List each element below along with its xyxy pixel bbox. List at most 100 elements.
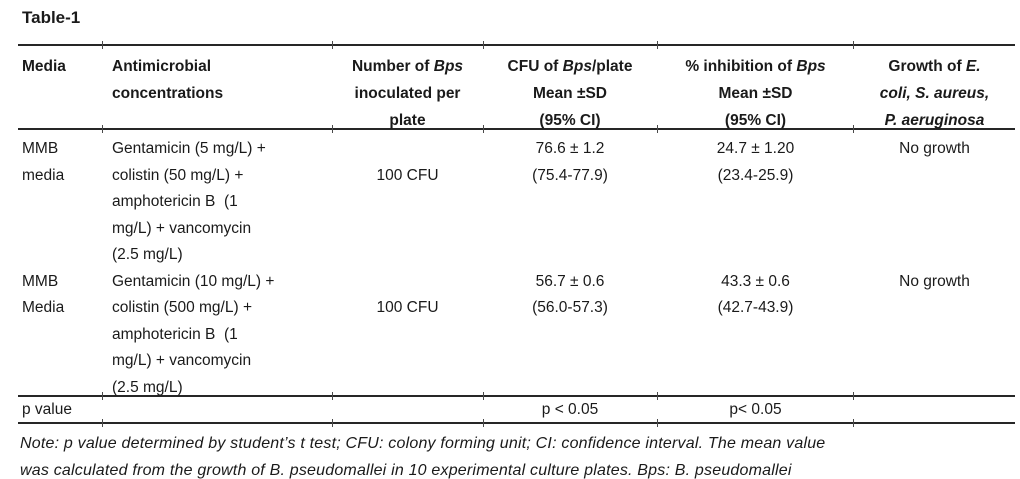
header-text-segment: CFU of xyxy=(507,58,563,75)
header-text: Growth of E. xyxy=(854,53,1015,80)
column-tick xyxy=(853,392,854,400)
column-tick xyxy=(853,125,854,133)
cell-empty xyxy=(102,397,332,423)
column-tick xyxy=(102,392,103,400)
cell-growth: No growth xyxy=(854,136,1015,269)
cell-text: colistin (500 mg/L) + xyxy=(112,299,252,316)
column-tick xyxy=(483,41,484,49)
header-text: plate xyxy=(389,112,426,129)
cell-text: 24.7 ± 1.20 xyxy=(716,140,795,157)
header-text: Mean ±SD xyxy=(533,85,607,102)
header-text-segment: /plate xyxy=(591,58,633,75)
cell-growth: No growth xyxy=(854,269,1015,402)
header-text: Number of Bps xyxy=(332,53,483,80)
cell-inoculum: 100 CFU xyxy=(332,136,483,269)
cell-empty xyxy=(854,397,1015,423)
header-text: Antimicrobial xyxy=(112,58,212,75)
header-cell-media: Media xyxy=(18,53,102,134)
cell-pvalue-label: p value xyxy=(18,397,102,423)
cell-text: (23.4-25.9) xyxy=(717,166,794,184)
cell-text: amphotericin B (1 xyxy=(112,193,238,210)
header-text-italic: Bps xyxy=(796,58,826,75)
cell-media: MMB Media xyxy=(18,269,102,402)
header-text: inoculated per xyxy=(354,85,461,102)
column-tick xyxy=(102,41,103,49)
cell-text: No growth xyxy=(899,272,970,290)
cell-inoculum: 100 CFU xyxy=(332,269,483,402)
cell-inhibition: 24.7 ± 1.20 (23.4-25.9) xyxy=(657,136,854,269)
cell-text: (75.4-77.9) xyxy=(532,166,608,184)
cell-text: 100 CFU xyxy=(376,166,439,184)
table-footnote: Note: p value determined by student’s t … xyxy=(20,430,1015,479)
header-cell-inhibition: % inhibition of Bps Mean ±SD (95% CI) xyxy=(657,53,854,134)
column-tick xyxy=(853,419,854,427)
header-text-segment: Number of xyxy=(351,58,434,75)
cell-concentrations: Gentamicin (10 mg/L) + colistin (500 mg/… xyxy=(102,269,332,402)
pvalue-top-rule xyxy=(18,392,1015,400)
column-tick xyxy=(853,41,854,49)
cell-cfu: 56.7 ± 0.6 (56.0-57.3) xyxy=(483,269,657,402)
header-text: (95% CI) xyxy=(724,112,787,129)
cell-text: media xyxy=(22,166,65,184)
cell-text: p < 0.05 xyxy=(541,401,599,418)
cell-text: (56.0-57.3) xyxy=(532,299,608,316)
header-bottom-rule xyxy=(18,125,1015,133)
cell-cfu-pvalue: p < 0.05 xyxy=(483,397,657,423)
header-text: concentrations xyxy=(112,85,224,102)
header-text: Media xyxy=(22,58,66,75)
header-text: (95% CI) xyxy=(539,112,601,129)
column-tick xyxy=(332,125,333,133)
cell-empty xyxy=(332,397,483,423)
header-text: CFU of Bps/plate xyxy=(483,53,657,80)
cell-text: No growth xyxy=(899,140,970,157)
header-text: coli, S. aureus, xyxy=(879,85,990,102)
table-title: Table-1 xyxy=(22,8,81,27)
cell-text: mg/L) + vancomycin xyxy=(112,352,252,369)
header-text-italic: Bps xyxy=(433,58,464,75)
cell-text: MMB xyxy=(22,272,59,290)
header-cell-cfu: CFU of Bps/plate Mean ±SD (95% CI) xyxy=(483,53,657,134)
column-tick xyxy=(483,419,484,427)
column-tick xyxy=(657,41,658,49)
cell-text: MMB xyxy=(22,140,59,157)
table-header-row: Media Antimicrobial concentrations Numbe… xyxy=(18,46,1015,134)
column-tick xyxy=(657,419,658,427)
header-text: % inhibition of Bps xyxy=(657,53,854,80)
column-tick xyxy=(483,125,484,133)
cell-inhibition: 43.3 ± 0.6 (42.7-43.9) xyxy=(657,269,854,402)
cell-concentrations: Gentamicin (5 mg/L) + colistin (50 mg/L)… xyxy=(102,136,332,269)
table-body: MMB media Gentamicin (5 mg/L) + colistin… xyxy=(18,130,1015,401)
cell-text: 56.7 ± 0.6 xyxy=(535,272,605,290)
cell-text: p< 0.05 xyxy=(729,401,782,418)
column-tick xyxy=(102,419,103,427)
header-text-segment: % inhibition of xyxy=(685,58,797,75)
header-text: Mean ±SD xyxy=(718,85,793,102)
cell-text: (42.7-43.9) xyxy=(717,299,794,316)
cell-text: p value xyxy=(22,401,72,418)
column-tick xyxy=(332,392,333,400)
cell-text: (2.5 mg/L) xyxy=(112,378,183,396)
cell-text: (2.5 mg/L) xyxy=(112,246,183,263)
table-bottom-rule xyxy=(18,419,1015,427)
header-cell-growth: Growth of E. coli, S. aureus, P. aerugin… xyxy=(854,53,1015,134)
column-tick xyxy=(483,392,484,400)
header-text-segment: Growth of xyxy=(888,58,966,75)
footnote-text: Note: p value determined by student’s t … xyxy=(20,435,826,452)
footnote-text: was calculated from the growth of B. pse… xyxy=(20,462,792,479)
cell-text: 43.3 ± 0.6 xyxy=(721,272,790,290)
table-top-rule xyxy=(18,41,1015,49)
cell-text: mg/L) + vancomycin xyxy=(112,219,252,237)
cell-inhibition-pvalue: p< 0.05 xyxy=(657,397,854,423)
cell-text: Gentamicin (10 mg/L) + xyxy=(112,272,275,290)
column-tick xyxy=(657,392,658,400)
cell-text: Media xyxy=(22,299,65,316)
column-tick xyxy=(332,41,333,49)
header-cell-antimicrobial: Antimicrobial concentrations xyxy=(102,53,332,134)
pvalue-row: p value p < 0.05 p< 0.05 xyxy=(18,397,1015,423)
cell-text: 100 CFU xyxy=(376,299,439,316)
header-text: P. aeruginosa xyxy=(884,112,985,129)
column-tick xyxy=(102,125,103,133)
cell-text: 76.6 ± 1.2 xyxy=(535,140,605,157)
header-text-italic: Bps xyxy=(562,58,592,75)
